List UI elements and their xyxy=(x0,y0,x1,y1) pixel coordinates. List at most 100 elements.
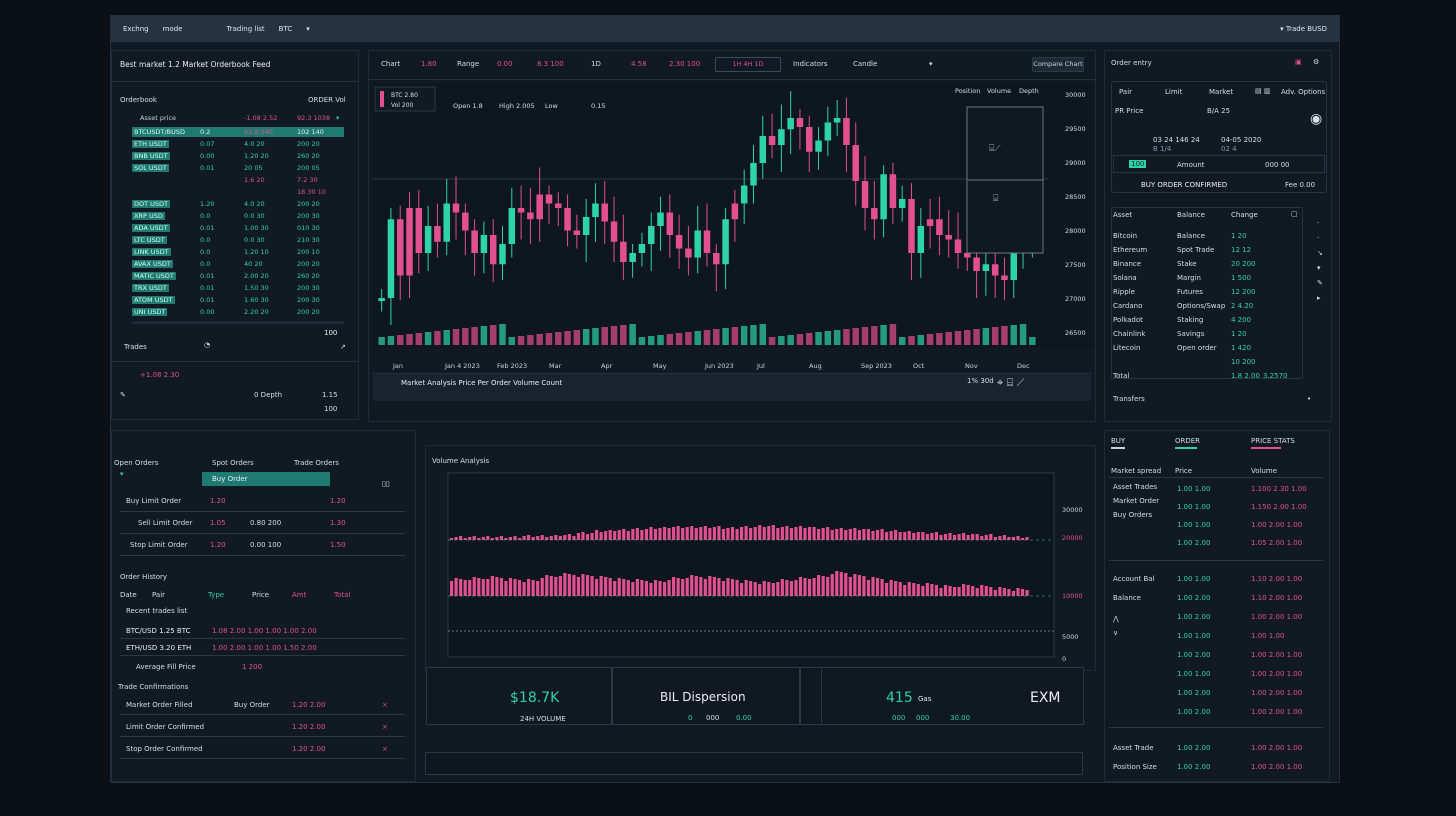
chart-type-button[interactable]: Candle xyxy=(853,60,878,68)
balance-cell[interactable]: Binance xyxy=(1113,260,1142,268)
mode-menu[interactable]: mode xyxy=(162,25,183,33)
percent-badge[interactable]: 100 xyxy=(1129,160,1147,168)
volume-lower-bar xyxy=(599,576,603,596)
candle xyxy=(489,235,497,265)
volume-upper-bar xyxy=(875,530,880,540)
order-tab[interactable]: Market xyxy=(1209,88,1234,96)
positions-tab[interactable]: Open Orders xyxy=(114,459,159,467)
active-order-tab[interactable] xyxy=(202,472,330,486)
settings-icon[interactable]: ⚙ xyxy=(1313,58,1320,66)
balance-cell[interactable]: Cardano xyxy=(1113,302,1143,310)
avatar[interactable]: ◉ xyxy=(1310,111,1323,127)
amount-input[interactable]: Amount xyxy=(1177,161,1205,169)
order-row-label[interactable]: Buy Limit Order xyxy=(126,497,182,505)
avg-fill-value: 1 200 xyxy=(242,663,263,671)
orderbook-row[interactable]: TRX USDT 0.01 1.50 30 200 30 xyxy=(132,283,344,293)
volume-bar xyxy=(973,329,980,345)
volume-upper-bar xyxy=(839,528,843,540)
balance-cell[interactable]: Solana xyxy=(1113,274,1137,282)
positions-tab[interactable]: Spot Orders xyxy=(212,459,254,467)
pair-select[interactable]: BTC xyxy=(278,25,293,33)
order-tab[interactable]: Adv. Options xyxy=(1281,88,1326,96)
order-tab[interactable]: Pair xyxy=(1119,88,1133,96)
history-header: Amt xyxy=(292,591,307,599)
flag-icon[interactable]: ▣ xyxy=(1295,58,1302,66)
confirmation-label: Limit Order Confirmed xyxy=(126,723,205,731)
confirmation-x[interactable]: × xyxy=(382,745,388,753)
balance-cell[interactable]: Bitcoin xyxy=(1113,232,1138,240)
refresh-icon[interactable]: ◔ xyxy=(204,341,211,349)
side-tools[interactable]: · · ↘ ▾ ✎ ▸ xyxy=(1317,219,1323,302)
volume-lower-bar xyxy=(468,580,472,596)
volume-lower-bar xyxy=(581,574,585,596)
volume-upper-bar xyxy=(785,526,789,540)
orderbook-row[interactable]: DOT USDT 1.20 4.0 20 200 20 xyxy=(132,199,344,209)
market-menu[interactable]: Trading list xyxy=(226,25,265,33)
orderbook-row[interactable]: AVAX USDT 0.0 40 20 200 20 xyxy=(132,259,344,269)
balance-cell[interactable]: Litecoin xyxy=(1113,344,1141,352)
orderbook-row[interactable]: UNI USDT 0.00 2.20 20 200 20 xyxy=(132,307,344,317)
orderbook-row[interactable]: 18 30 10 xyxy=(132,187,344,197)
orderbook-row[interactable]: MATIC USDT 0.01 2.00 20 260 20 xyxy=(132,271,344,281)
orderbook-cell: 1.6 20 xyxy=(244,176,265,184)
filter-toggle[interactable]: ▯▯ xyxy=(382,480,390,488)
toolbar-value[interactable]: 2.30 100 xyxy=(669,60,701,68)
expand-icon[interactable]: ∨ xyxy=(1113,629,1119,637)
confirmation-x[interactable]: × xyxy=(382,723,388,731)
balance-cell[interactable]: Polkadot xyxy=(1113,316,1143,324)
orderbook-row[interactable]: 1.6 20 7.2 30 xyxy=(132,175,344,185)
orderbook-row[interactable]: XRP USD 0.0 0.0 30 200 30 xyxy=(132,211,344,221)
edit-icon[interactable]: ✎ xyxy=(120,391,126,399)
timeframe-button[interactable]: 1H 4H 1D xyxy=(715,57,781,72)
volume-upper-bar xyxy=(694,528,698,540)
toolbar-label[interactable]: 1D xyxy=(591,60,601,68)
volume-bar xyxy=(796,334,804,345)
volume-chart[interactable]: 30000 20000 10000 5000 0 xyxy=(426,446,1097,672)
submit-order-button[interactable]: BUY ORDER CONFIRMED xyxy=(1141,181,1228,189)
orderbook-scroll[interactable] xyxy=(132,321,344,324)
toolbar-value[interactable]: 8.3 100 xyxy=(537,60,564,68)
orderbook-cell: 0.01 xyxy=(200,272,215,280)
balance-cell[interactable]: Total xyxy=(1113,372,1130,380)
trade-buy: 1.00 1.00 xyxy=(1177,670,1211,678)
orderbook-row[interactable]: SOL USDT 0.01 20 05 200 05 xyxy=(132,163,344,173)
history-header: Total xyxy=(334,591,351,599)
orderbook-status: Trades xyxy=(124,343,147,351)
line1-b: 04-05 2020 xyxy=(1221,136,1262,144)
balance-cell[interactable]: Ripple xyxy=(1113,288,1135,296)
indicators-button[interactable]: Indicators xyxy=(793,60,828,68)
tab-icon-grid[interactable]: ▤ ▥ xyxy=(1255,87,1271,95)
account-menu[interactable]: ▾ Trade BUSD xyxy=(1280,25,1327,33)
toolbar-value[interactable]: 0.00 xyxy=(497,60,513,68)
volume-upper-bar xyxy=(450,538,454,540)
orderbook-row[interactable]: BNB USDT 0.00 1.20 20 260 20 xyxy=(132,151,344,161)
toolbar-value[interactable]: 4.58 xyxy=(631,60,647,68)
compare-button[interactable]: Compare Chart Analysis xyxy=(1032,57,1084,72)
chevron-down-icon[interactable]: ▾ xyxy=(306,25,310,33)
toolbar-value[interactable]: 1.80 xyxy=(421,60,437,68)
orderbook-row[interactable]: LTC USDT 0.0 0.0 30 210 30 xyxy=(132,235,344,245)
orderbook-row[interactable]: LINK USDT 0.0 1.20 10 200 10 xyxy=(132,247,344,257)
active-order-label[interactable]: Buy Order xyxy=(212,475,248,483)
balance-cell[interactable]: Chainlink xyxy=(1113,330,1146,338)
order-row-label[interactable]: Stop Limit Order xyxy=(130,541,188,549)
candlestick-chart[interactable]: BTC 2.80 Vol 200 Open 1.8 High 2.005 Low 0.15… xyxy=(369,81,1097,381)
chart-tool-icons[interactable]: ⌖ ⌸ ⟋ xyxy=(997,376,1025,389)
close-icon[interactable]: ▢ xyxy=(1291,210,1298,218)
toolbar-label[interactable]: Range xyxy=(457,60,480,68)
order-tab[interactable]: Limit xyxy=(1165,88,1183,96)
order-row-label[interactable]: Sell Limit Order xyxy=(138,519,193,527)
positions-tab[interactable]: Trade Orders xyxy=(294,459,339,467)
collapse-icon[interactable]: ⋀ xyxy=(1113,615,1119,623)
balance-cell[interactable]: Ethereum xyxy=(1113,246,1148,254)
orderbook-row[interactable]: BTCUSDT/BUSD 0.2 41.8 240 102 140 xyxy=(132,127,344,137)
orderbook-row[interactable]: ADA USDT 0.01 1.00 30 010 30 xyxy=(132,223,344,233)
transfers-link[interactable]: Transfers xyxy=(1113,395,1145,403)
sort-icon[interactable]: ▾ xyxy=(336,114,340,122)
toolbar-label[interactable]: Chart xyxy=(381,60,401,68)
confirmation-x[interactable]: × xyxy=(382,701,388,709)
volume-upper-bar xyxy=(536,536,540,540)
expand-icon[interactable]: ↗ xyxy=(340,343,346,351)
orderbook-row[interactable]: ATOM USDT 0.01 1.60 30 200 30 xyxy=(132,295,344,305)
orderbook-row[interactable]: ETH USDT 0.07 4.0 20 200 20 xyxy=(132,139,344,149)
